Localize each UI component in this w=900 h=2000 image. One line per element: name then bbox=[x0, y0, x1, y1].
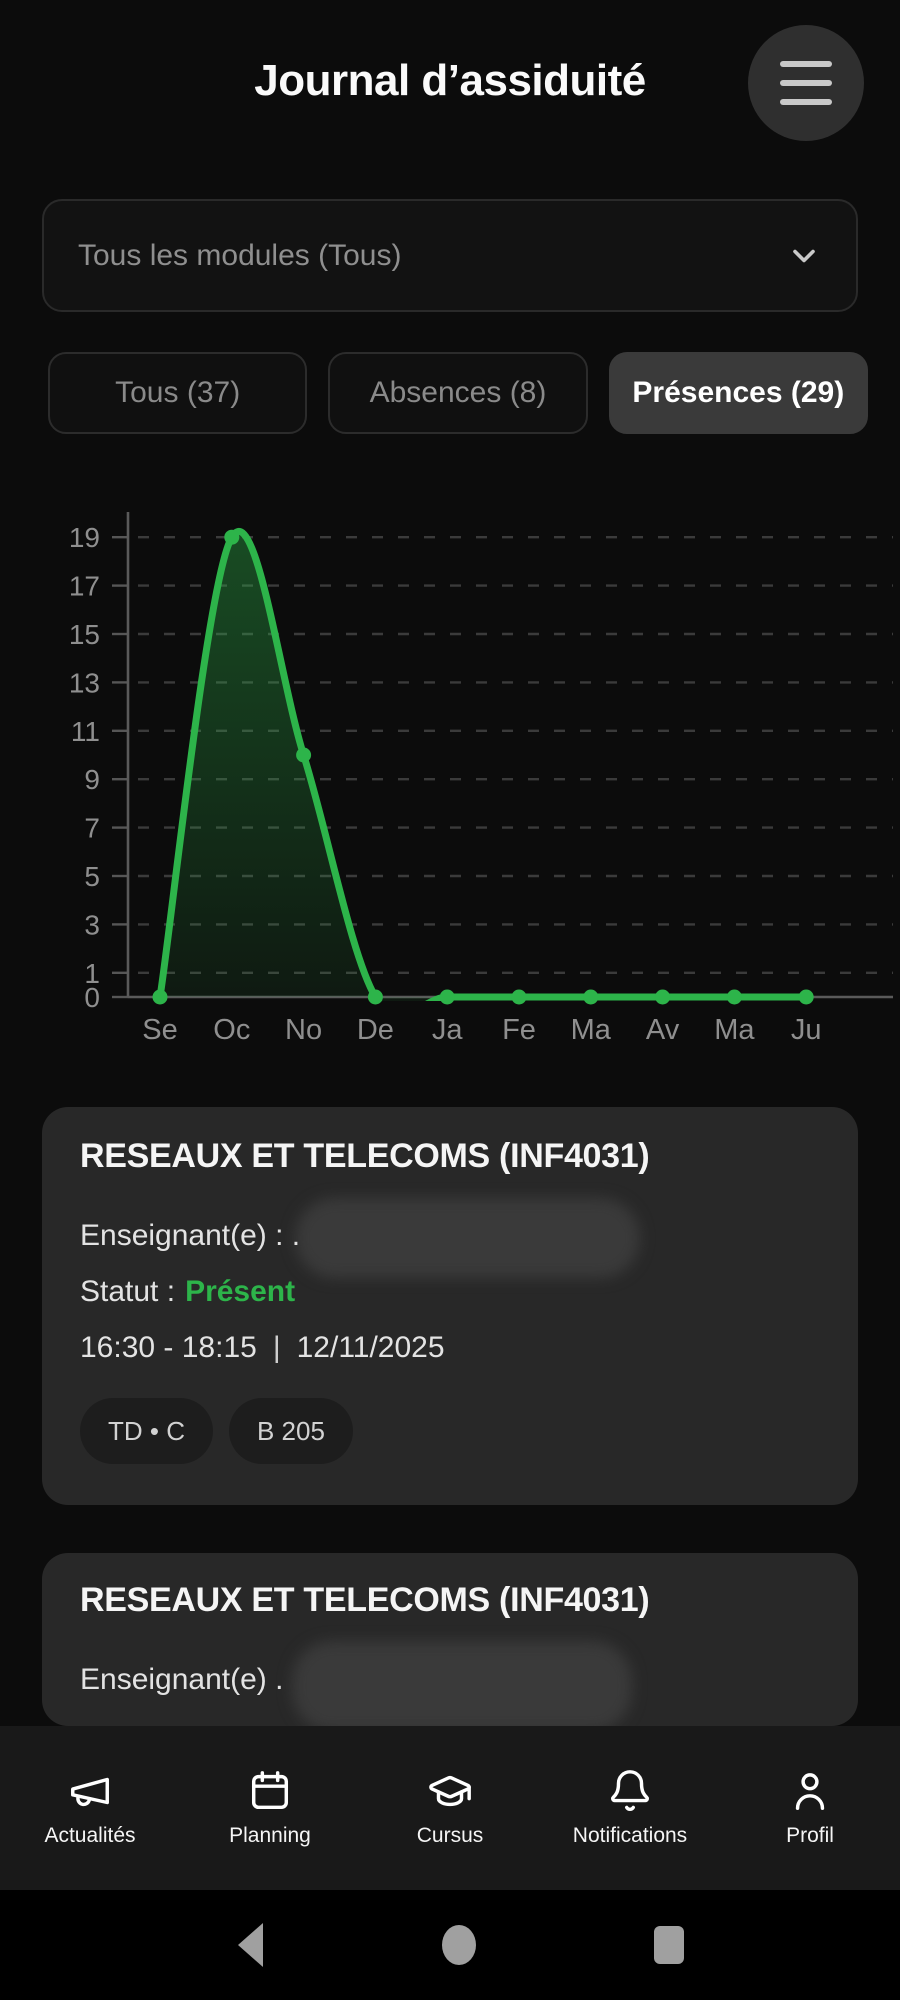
session-type-badge: TD • C bbox=[80, 1398, 213, 1464]
svg-text:9: 9 bbox=[84, 764, 100, 795]
svg-text:Se: Se bbox=[142, 1014, 177, 1046]
svg-text:Fe: Fe bbox=[502, 1014, 536, 1046]
bottom-nav: Actualités Planning Cursus Notifications… bbox=[0, 1726, 900, 1890]
module-dropdown-value: Tous les modules (Tous) bbox=[78, 238, 402, 272]
svg-text:Ma: Ma bbox=[571, 1014, 612, 1046]
redacted-teacher-name bbox=[295, 1198, 640, 1278]
status-value: Présent bbox=[185, 1275, 296, 1308]
menu-button[interactable] bbox=[748, 25, 864, 141]
tab-presences[interactable]: Présences (29) bbox=[608, 352, 868, 434]
nav-item-notifications[interactable]: Notifications bbox=[540, 1726, 720, 1890]
svg-text:Av: Av bbox=[646, 1014, 680, 1046]
module-dropdown[interactable]: Tous les modules (Tous) bbox=[42, 199, 858, 312]
separator: | bbox=[272, 1331, 281, 1364]
tab-tous[interactable]: Tous (37) bbox=[48, 352, 308, 434]
course-title: RESEAUX ET TELECOMS (INF4031) bbox=[80, 1581, 650, 1619]
nav-item-actualites[interactable]: Actualités bbox=[0, 1726, 180, 1890]
filter-tabs: Tous (37) Absences (8) Présences (29) bbox=[48, 352, 868, 434]
time-range: 16:30 - 18:15 bbox=[80, 1331, 257, 1364]
svg-text:Oc: Oc bbox=[213, 1014, 250, 1046]
room-badge: B 205 bbox=[228, 1398, 353, 1464]
svg-text:17: 17 bbox=[69, 571, 100, 602]
course-title: RESEAUX ET TELECOMS (INF4031) bbox=[80, 1137, 650, 1175]
attendance-card: RESEAUX ET TELECOMS (INF4031) Enseignant… bbox=[42, 1107, 858, 1505]
tag-row: TD • C B 205 bbox=[80, 1398, 353, 1464]
svg-text:Ma: Ma bbox=[714, 1014, 755, 1046]
svg-text:No: No bbox=[285, 1014, 322, 1046]
svg-text:De: De bbox=[357, 1014, 394, 1046]
svg-text:Ju: Ju bbox=[791, 1014, 822, 1046]
redacted-teacher-name bbox=[292, 1641, 632, 1726]
back-triangle-icon[interactable] bbox=[237, 1922, 265, 1968]
tab-absences[interactable]: Absences (8) bbox=[328, 352, 588, 434]
teacher-row: Enseignant(e) : . bbox=[80, 1219, 301, 1252]
session-date: 12/11/2025 bbox=[296, 1331, 445, 1364]
svg-text:Ja: Ja bbox=[432, 1014, 464, 1046]
chevron-down-icon bbox=[793, 249, 815, 262]
svg-text:1: 1 bbox=[84, 958, 100, 989]
calendar-icon bbox=[251, 1771, 289, 1810]
time-row: 16:30 - 18:15 | 12/11/2025 bbox=[80, 1331, 445, 1365]
svg-text:19: 19 bbox=[69, 522, 100, 553]
status-row: Statut : Présent bbox=[80, 1275, 295, 1309]
nav-item-profil[interactable]: Profil bbox=[720, 1726, 900, 1890]
recents-square-icon[interactable] bbox=[653, 1925, 685, 1965]
graduation-cap-icon bbox=[429, 1775, 471, 1807]
svg-text:3: 3 bbox=[84, 909, 100, 940]
bell-icon bbox=[611, 1770, 649, 1811]
svg-text:5: 5 bbox=[84, 861, 100, 892]
home-circle-icon[interactable] bbox=[440, 1923, 478, 1967]
status-label: Statut : bbox=[80, 1275, 176, 1308]
svg-text:0: 0 bbox=[84, 982, 100, 1013]
megaphone-icon bbox=[71, 1777, 109, 1807]
hamburger-icon bbox=[780, 61, 832, 67]
page-title: Journal d’assiduité bbox=[254, 56, 646, 105]
system-nav bbox=[0, 1890, 900, 2000]
svg-text:15: 15 bbox=[69, 619, 100, 650]
person-icon bbox=[795, 1773, 825, 1810]
svg-text:13: 13 bbox=[69, 667, 100, 698]
svg-text:7: 7 bbox=[84, 813, 100, 844]
svg-text:11: 11 bbox=[71, 716, 100, 747]
attendance-card: RESEAUX ET TELECOMS (INF4031) Enseignant… bbox=[42, 1553, 858, 1726]
nav-item-cursus[interactable]: Cursus bbox=[360, 1726, 540, 1890]
nav-item-planning[interactable]: Planning bbox=[180, 1726, 360, 1890]
teacher-row: Enseignant(e) . bbox=[80, 1663, 284, 1696]
